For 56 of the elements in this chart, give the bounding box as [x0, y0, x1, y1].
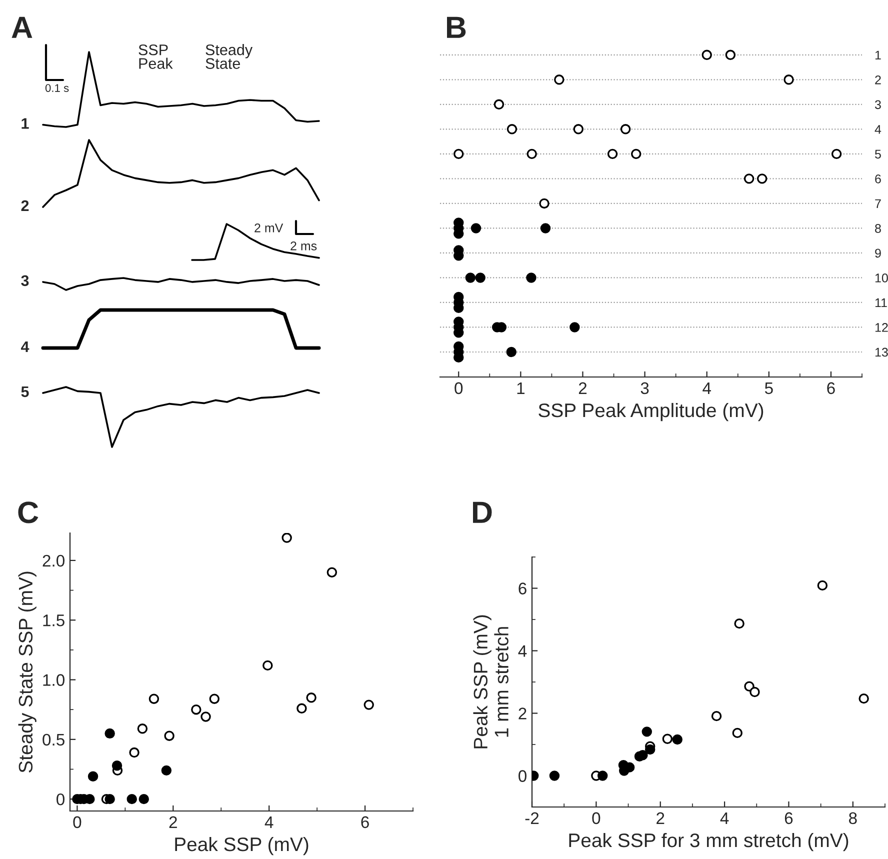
y-tick-label: 0.5 [42, 734, 64, 746]
chart-title: B [447, 16, 466, 38]
x-tick-label: 5 [764, 382, 773, 394]
x-tick-label: 0 [73, 816, 82, 828]
y-tick-label: 1.0 [43, 674, 64, 686]
chart-title: C [18, 502, 38, 524]
y-tick-label: 9 [875, 248, 881, 258]
y-tick-label: 13 [875, 348, 888, 357]
x-tick-label: 4 [702, 382, 711, 394]
annotation: 2 mV [254, 224, 284, 232]
y-tick-label: 1 [875, 50, 881, 60]
y-tick-label: 10 [875, 274, 888, 282]
annotation: SSP Peak [138, 44, 173, 69]
y-tick-label: 0 [56, 793, 64, 806]
y-tick-label: 2 [875, 75, 881, 84]
x-tick-label: 6 [827, 382, 835, 394]
y-tick-label: 0 [518, 770, 526, 782]
y-tick-label: 8 [875, 224, 881, 233]
x-tick-label: 2 [656, 812, 664, 824]
y-tick-label: 7 [875, 199, 881, 208]
y-tick-label: 12 [875, 323, 888, 332]
y-tick-label: 2.0 [42, 554, 64, 567]
y-tick-label: 5 [875, 150, 881, 159]
y-tick-label: 4 [518, 645, 527, 657]
y-tick-label: 1.5 [43, 614, 64, 626]
annotation: Steady State [206, 44, 253, 69]
x-tick-label: -2 [525, 812, 539, 824]
x-tick-label: 2 [169, 816, 177, 828]
chart-title: A [12, 16, 32, 38]
annotation: 2 ms [290, 242, 317, 250]
chart-title: D [473, 502, 492, 523]
x-tick-label: 8 [849, 812, 857, 824]
y-tick-label: 6 [518, 582, 526, 594]
y-axis-title: Peak SSP (mV) 1 mm stretch [473, 615, 508, 748]
x-axis-title: Peak SSP (mV) [175, 836, 308, 856]
y-tick-label: 4 [874, 125, 882, 134]
y-tick-label: 6 [875, 174, 881, 184]
x-tick-label: 4 [720, 812, 729, 824]
x-tick-label: 4 [264, 816, 274, 828]
series-label: 2 [21, 200, 29, 211]
x-tick-label: 3 [640, 382, 649, 394]
x-tick-label: 6 [361, 816, 369, 828]
x-axis-title: Peak SSP for 3 mm stretch (mV) [569, 832, 848, 852]
annotation: 0.1 s [45, 84, 69, 92]
x-tick-label: 0 [454, 382, 463, 394]
y-tick-label: 2 [518, 708, 526, 720]
x-tick-label: 2 [578, 382, 587, 394]
x-tick-label: 6 [784, 812, 793, 824]
y-axis-title: Steady State SSP (mV) [18, 572, 36, 773]
y-tick-label: 11 [875, 298, 887, 308]
series-label: 1 [22, 118, 29, 129]
series-label: 3 [21, 275, 29, 286]
y-tick-label: 3 [874, 100, 881, 110]
series-label: 4 [20, 341, 30, 352]
x-tick-label: 0 [592, 812, 600, 824]
x-axis-title: SSP Peak Amplitude (mV) [538, 402, 764, 422]
